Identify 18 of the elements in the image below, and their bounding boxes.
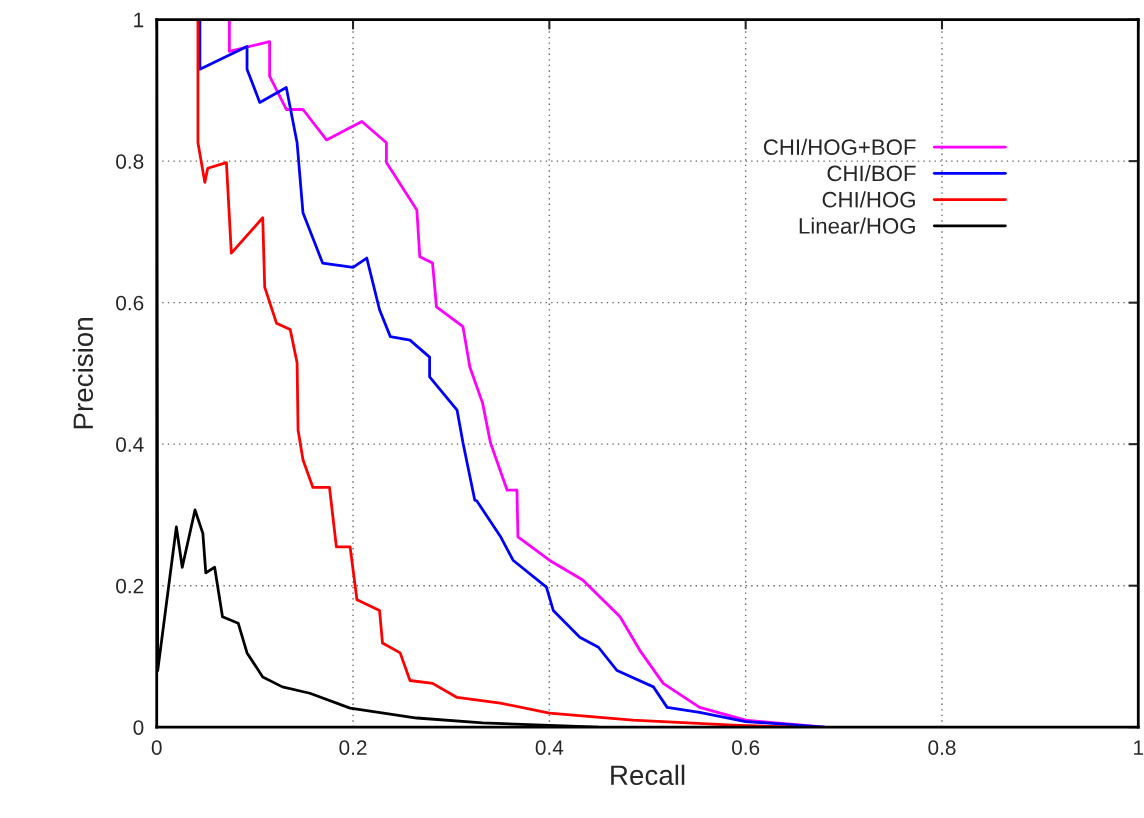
legend-label: CHI/HOG+BOF xyxy=(763,138,916,156)
y-tick-label: 1 xyxy=(134,12,144,28)
x-tick-label: 0.2 xyxy=(339,740,367,755)
y-tick-label: 0 xyxy=(133,720,144,735)
legend-label: CHI/HOG xyxy=(822,191,915,208)
y-tick-label: 0.8 xyxy=(116,154,144,169)
x-tick-label: 0.8 xyxy=(928,740,956,755)
legend-label: Linear/HOG xyxy=(799,217,915,234)
y-tick-label: 0.6 xyxy=(116,295,144,311)
x-tick-label: 0 xyxy=(151,740,162,755)
y-tick-label: 0.2 xyxy=(116,578,144,594)
x-tick-label: 0.4 xyxy=(535,740,564,755)
y-tick-label: 0.4 xyxy=(116,437,144,452)
y-axis-title: Precision xyxy=(72,318,94,429)
x-tick-label: 1 xyxy=(1134,740,1144,755)
legend-label: CHI/BOF xyxy=(827,164,916,182)
x-axis-title: Recall xyxy=(611,764,685,786)
x-tick-label: 0.6 xyxy=(731,740,760,755)
